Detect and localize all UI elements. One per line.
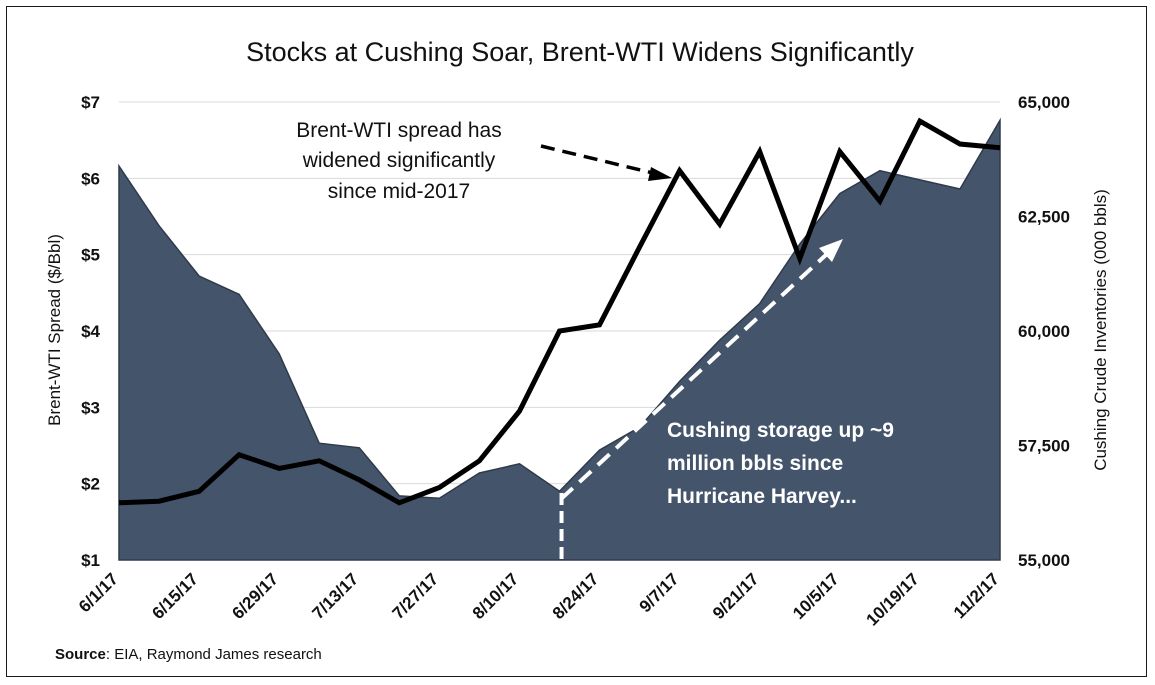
annotation-arrows bbox=[540, 144, 843, 560]
storage-arrow-shaft bbox=[559, 251, 830, 501]
spread-annotation-line-2: widened significantly bbox=[302, 149, 496, 172]
spread-arrow-head bbox=[648, 167, 672, 181]
x-tick-label: 10/5/17 bbox=[789, 569, 843, 623]
source-label: Source bbox=[55, 646, 106, 663]
right-axis-ticks: 55,000 57,500 60,000 62,500 65,000 bbox=[1018, 93, 1070, 570]
x-tick-label: 9/21/17 bbox=[709, 569, 763, 623]
storage-arrow-head bbox=[819, 239, 843, 262]
x-tick-label: 11/2/17 bbox=[950, 569, 1003, 622]
x-tick-label: 7/13/17 bbox=[309, 569, 363, 623]
storage-annotation-line-3: Hurricane Harvey... bbox=[667, 485, 857, 508]
x-tick-label: 7/27/17 bbox=[389, 569, 443, 623]
storage-annotation-line-2: million bbls since bbox=[667, 452, 843, 475]
storage-annotation-line-1: Cushing storage up ~9 bbox=[667, 419, 894, 442]
spread-annotation-line-1: Brent-WTI spread has bbox=[296, 119, 501, 142]
chart-title: Stocks at Cushing Soar, Brent-WTI Widens… bbox=[246, 37, 914, 67]
left-axis-title: Brent-WTI Spread ($/Bbl) bbox=[45, 234, 64, 426]
spread-line bbox=[118, 117, 1001, 506]
x-tick-label: 6/1/17 bbox=[75, 569, 122, 616]
x-tick-label: 9/7/17 bbox=[636, 569, 683, 616]
storage-annotation: Cushing storage up ~9 million bbls since… bbox=[667, 419, 894, 508]
left-tick-label: $3 bbox=[81, 398, 100, 417]
left-tick-label: $5 bbox=[81, 246, 100, 265]
left-tick-label: $4 bbox=[81, 322, 100, 341]
inventory-area bbox=[118, 117, 1001, 561]
x-tick-label: 10/19/17 bbox=[863, 569, 923, 629]
x-tick-label: 8/10/17 bbox=[469, 569, 523, 623]
x-axis-ticks: 6/1/17 6/15/17 6/29/17 7/13/17 7/27/17 8/10/1… bbox=[75, 569, 1003, 629]
right-tick-label: 55,000 bbox=[1018, 551, 1070, 570]
spread-arrow-shaft bbox=[540, 144, 658, 176]
spread-annotation-line-3: since mid-2017 bbox=[328, 180, 470, 203]
x-tick-label: 8/24/17 bbox=[549, 569, 603, 623]
left-tick-label: $6 bbox=[81, 169, 100, 188]
right-axis-title: Cushing Crude Inventories (000 bbls) bbox=[1091, 189, 1110, 471]
x-tick-label: 6/29/17 bbox=[228, 569, 282, 623]
inventory-area-series bbox=[118, 117, 1001, 561]
right-tick-label: 57,500 bbox=[1018, 437, 1070, 456]
x-tick-label: 6/15/17 bbox=[148, 569, 202, 623]
left-tick-label: $2 bbox=[81, 475, 100, 494]
source-note: Source: EIA, Raymond James research bbox=[55, 646, 322, 663]
right-tick-label: 60,000 bbox=[1018, 322, 1070, 341]
right-tick-label: 62,500 bbox=[1018, 208, 1070, 227]
spread-annotation: Brent-WTI spread has widened significant… bbox=[296, 119, 501, 203]
left-tick-label: $7 bbox=[81, 93, 100, 112]
left-axis-ticks: $1 $2 $3 $4 $5 $6 $7 bbox=[81, 93, 100, 570]
right-tick-label: 65,000 bbox=[1018, 93, 1070, 112]
source-text: : EIA, Raymond James research bbox=[106, 646, 322, 663]
left-tick-label: $1 bbox=[81, 551, 100, 570]
spread-line-series bbox=[118, 117, 1001, 506]
